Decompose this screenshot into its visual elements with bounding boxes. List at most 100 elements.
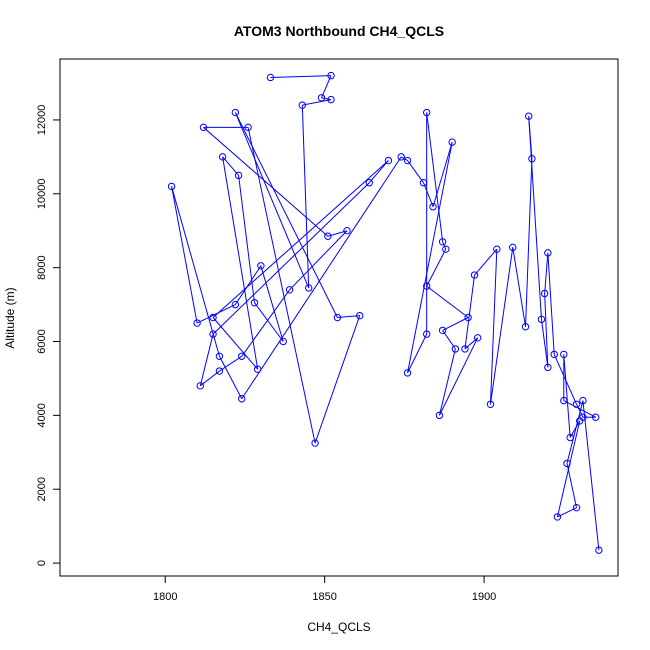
series-segment — [241, 289, 290, 357]
series-segment — [442, 317, 469, 331]
x-axis-label: CH4_QCLS — [307, 620, 370, 634]
data-point — [438, 238, 447, 246]
series-segment — [563, 354, 571, 438]
data-point — [365, 179, 373, 187]
series-segment — [407, 141, 453, 373]
data-point — [448, 138, 456, 146]
data-point — [550, 350, 558, 359]
series-segment — [219, 355, 243, 372]
data-point — [250, 299, 259, 307]
data-point — [566, 433, 574, 442]
series-segment — [314, 315, 361, 444]
data-point — [209, 313, 217, 322]
series-segment — [423, 182, 434, 207]
data-point — [461, 345, 469, 353]
data-point — [563, 459, 571, 468]
data-point — [435, 411, 444, 420]
data-point — [422, 108, 431, 117]
data-point — [403, 369, 412, 377]
series-segment — [212, 182, 370, 335]
series-segment — [222, 156, 259, 370]
series-segment — [222, 156, 239, 176]
x-tick-label: 1900 — [472, 591, 496, 603]
data-point — [356, 311, 364, 320]
data-point — [384, 156, 393, 165]
y-tick-label: 2000 — [36, 477, 48, 501]
data-point — [218, 153, 227, 161]
x-axis: 1800 1850 1900 — [153, 575, 496, 603]
data-point — [193, 319, 201, 327]
y-tick-label: 10000 — [36, 178, 48, 209]
data-point — [209, 330, 217, 338]
data-point — [572, 400, 581, 408]
data-point — [238, 352, 246, 360]
series-segment — [199, 370, 220, 387]
series-segment — [234, 265, 262, 305]
series-segment — [547, 252, 555, 355]
data-point — [199, 123, 208, 132]
series-segment — [321, 75, 332, 98]
data-point — [234, 171, 243, 180]
series-segment — [438, 337, 479, 416]
series-segment — [544, 252, 549, 294]
series-lines — [171, 75, 600, 551]
series-segment — [432, 141, 453, 207]
series-segment — [576, 404, 584, 418]
data-point — [560, 350, 568, 359]
data-point — [438, 326, 447, 335]
series-segment — [426, 112, 444, 242]
series-segment — [442, 330, 456, 350]
data-point — [215, 367, 224, 375]
series-segment — [171, 186, 198, 324]
series-segment — [212, 160, 389, 318]
data-point — [544, 363, 552, 372]
series-segment — [238, 175, 255, 303]
series-segment — [337, 315, 360, 318]
data-point — [279, 337, 287, 346]
series-segment — [489, 247, 514, 405]
series-segment — [528, 116, 542, 320]
series-segment — [171, 186, 220, 357]
series-segment — [544, 293, 549, 368]
y-axis: 0 2000 4000 6000 8000 10000 12000 — [36, 105, 61, 566]
data-point — [317, 94, 326, 102]
data-point — [493, 245, 501, 253]
data-point — [451, 345, 460, 353]
series-segment — [464, 274, 476, 349]
series-segment — [260, 265, 284, 342]
data-point — [442, 245, 450, 253]
series-segment — [407, 333, 428, 374]
chart-title: ATOM3 Northbound CH4_QCLS — [234, 23, 444, 39]
data-point — [422, 282, 431, 290]
y-tick-label: 4000 — [36, 403, 48, 427]
data-point — [311, 439, 319, 447]
data-point — [238, 395, 246, 403]
series-segment — [270, 75, 332, 78]
series-segment — [489, 249, 498, 405]
data-point — [298, 101, 307, 109]
y-tick-label: 6000 — [36, 329, 48, 353]
data-point — [167, 182, 176, 191]
data-point — [257, 262, 265, 270]
series-segment — [218, 356, 243, 399]
data-point — [540, 289, 549, 298]
data-point — [572, 503, 581, 512]
data-point — [285, 286, 294, 294]
data-point — [419, 179, 428, 187]
series-segment — [368, 160, 389, 184]
series-segment — [464, 337, 479, 350]
series-segment — [566, 400, 584, 464]
series-segment — [321, 97, 332, 101]
data-point — [324, 232, 332, 240]
y-axis-label: Altitude (m) — [3, 287, 17, 348]
series-segment — [196, 304, 236, 324]
series-segment — [247, 127, 316, 444]
data-point — [266, 73, 275, 82]
data-point — [486, 400, 495, 408]
series-segment — [241, 156, 402, 400]
series-segment — [426, 248, 447, 287]
series-segment — [442, 241, 447, 250]
series-segment — [212, 317, 259, 370]
data-point — [422, 330, 431, 338]
